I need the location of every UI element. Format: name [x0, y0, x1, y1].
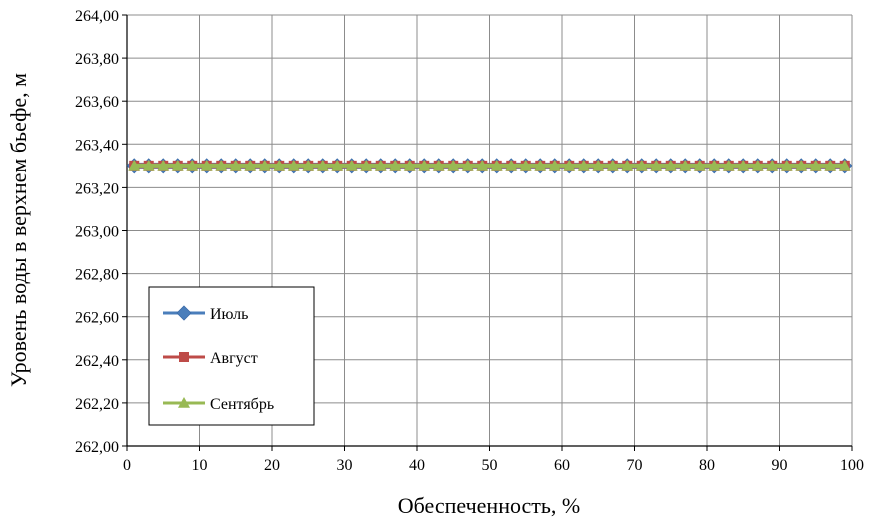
legend-label: Сентябрь [210, 396, 274, 413]
x-tick-label: 40 [409, 457, 425, 474]
data-point [693, 159, 706, 171]
data-point [128, 159, 141, 171]
y-tick-label: 263,60 [75, 94, 119, 111]
data-point [722, 159, 735, 171]
data-point [519, 159, 532, 171]
data-point [606, 159, 619, 171]
data-point [360, 159, 373, 171]
y-tick-label: 263,80 [75, 51, 119, 68]
data-point [679, 159, 692, 171]
data-point [621, 159, 634, 171]
x-tick-label: 20 [264, 457, 280, 474]
x-tick-label: 10 [192, 457, 208, 474]
data-point [418, 159, 431, 171]
data-point [331, 159, 344, 171]
data-point [708, 159, 721, 171]
data-point [215, 159, 228, 171]
legend-label: Август [210, 350, 258, 367]
x-tick-label: 100 [840, 457, 864, 474]
x-tick-label: 90 [772, 457, 788, 474]
data-point [142, 159, 155, 171]
data-point [780, 159, 793, 171]
y-tick-label: 262,20 [75, 396, 119, 413]
data-point [809, 159, 822, 171]
x-axis-title: Обеспеченность, % [398, 493, 581, 518]
data-point [157, 159, 170, 171]
y-tick-label: 262,80 [75, 267, 119, 284]
x-tick-label: 70 [627, 457, 643, 474]
legend-marker [179, 352, 189, 362]
x-tick-label: 30 [337, 457, 353, 474]
data-point [563, 159, 576, 171]
x-tick-labels: 0 10 20 30 40 50 60 70 80 90 100 [123, 457, 864, 474]
legend: Июль Август Сентябрь [148, 286, 315, 426]
x-tick-label: 60 [554, 457, 570, 474]
y-tick-label: 264,00 [75, 8, 119, 25]
data-point [302, 159, 315, 171]
data-point [737, 159, 750, 171]
data-point [505, 159, 518, 171]
x-tick-label: 0 [123, 457, 131, 474]
legend-marker [178, 397, 190, 408]
data-point [838, 159, 851, 171]
data-point [374, 159, 387, 171]
y-tick-label: 262,40 [75, 353, 119, 370]
data-point [316, 159, 329, 171]
y-tick-labels: 262,00 262,20 262,40 262,60 262,80 263,00 263,… [75, 8, 119, 456]
data-point [592, 159, 605, 171]
axes [122, 14, 853, 451]
y-tick-label: 263,20 [75, 180, 119, 197]
data-point [403, 159, 416, 171]
data-point [171, 159, 184, 171]
data-point [244, 159, 257, 171]
data-point [751, 159, 764, 171]
data-point [432, 159, 445, 171]
data-point [635, 159, 648, 171]
data-point [229, 159, 242, 171]
data-point [548, 159, 561, 171]
x-tick-label: 50 [482, 457, 498, 474]
data-point [476, 159, 489, 171]
data-point [577, 159, 590, 171]
data-point [824, 159, 837, 171]
data-point [200, 159, 213, 171]
data-point [461, 159, 474, 171]
x-tick-label: 80 [699, 457, 715, 474]
y-axis-title: Уровень воды в верхнем бьефе, м [6, 73, 31, 387]
data-point [664, 159, 677, 171]
data-point [795, 159, 808, 171]
series-3 [128, 159, 851, 171]
legend-label: Июль [210, 306, 248, 323]
data-point [345, 159, 358, 171]
y-tick-label: 263,40 [75, 137, 119, 154]
grid [127, 14, 853, 446]
data-point [287, 159, 300, 171]
data-point [258, 159, 271, 171]
data-point [447, 159, 460, 171]
y-tick-label: 263,00 [75, 224, 119, 241]
data-point [273, 159, 286, 171]
y-tick-label: 262,60 [75, 310, 119, 327]
data-point [490, 159, 503, 171]
data-point [766, 159, 779, 171]
data-point [650, 159, 663, 171]
legend-marker [176, 305, 192, 321]
data-point [534, 159, 547, 171]
series-layer [126, 158, 853, 174]
y-tick-label: 262,00 [75, 439, 119, 456]
data-point [186, 159, 199, 171]
data-point [389, 159, 402, 171]
